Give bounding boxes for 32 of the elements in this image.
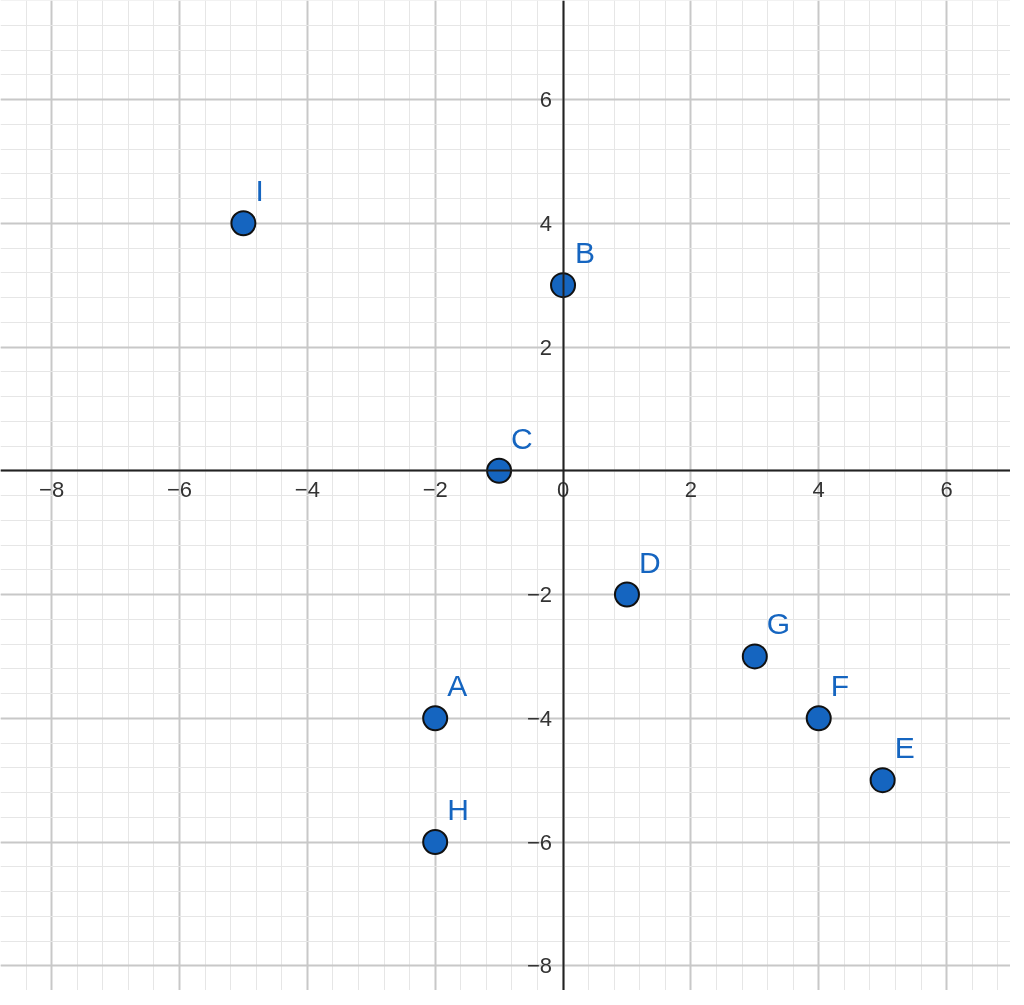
annotation: D — [638, 545, 661, 579]
y-tick-label: −8 — [526, 953, 553, 979]
x-tick-label: −8 — [39, 476, 65, 502]
point — [805, 705, 832, 732]
x-tick-label: −4 — [294, 476, 320, 502]
point — [550, 272, 577, 299]
x-tick-label: 4 — [812, 476, 825, 502]
y-tick-label: 4 — [539, 210, 553, 236]
annotation: E — [894, 731, 915, 765]
y-tick-label: −4 — [526, 705, 553, 731]
x-tick-label: 2 — [684, 476, 698, 502]
point — [422, 829, 449, 855]
annotation: A — [447, 669, 468, 703]
y-tick-label: 2 — [539, 334, 553, 360]
y-tick-label: −6 — [526, 829, 553, 855]
annotation: F — [830, 669, 850, 703]
point — [613, 581, 640, 608]
point — [230, 210, 257, 237]
annotation: C — [511, 421, 533, 455]
annotation: I — [255, 174, 264, 208]
x-tick-label: −2 — [422, 476, 448, 502]
x-tick-label: 6 — [940, 476, 953, 502]
y-tick-label: 6 — [539, 87, 553, 112]
point — [869, 767, 896, 794]
point — [422, 705, 449, 732]
annotation: H — [447, 793, 469, 826]
annotation: G — [766, 607, 791, 641]
annotation: B — [575, 236, 596, 270]
y-tick-label: −2 — [526, 582, 553, 607]
point — [486, 457, 513, 484]
x-tick-label: −6 — [166, 476, 193, 502]
point — [741, 643, 768, 670]
